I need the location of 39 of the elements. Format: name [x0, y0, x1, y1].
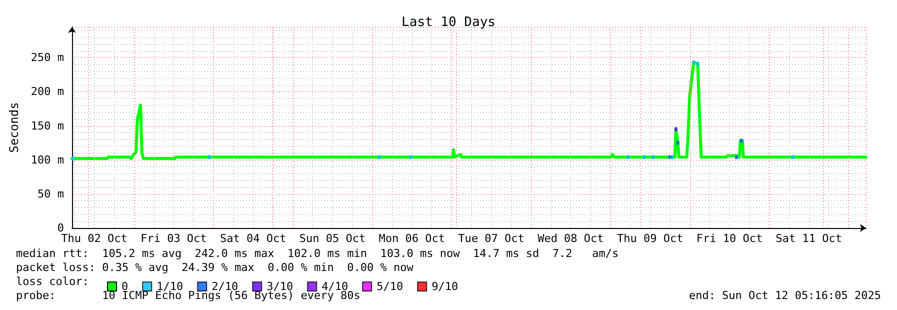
- chart-title: Last 10 Days: [402, 15, 496, 30]
- legend-label: 9/10: [432, 280, 458, 293]
- x-tick-label: Thu 09 Oct: [616, 232, 684, 245]
- y-tick-label: 50 m: [38, 187, 64, 200]
- line-series: [70, 60, 868, 160]
- y-tick-label: 150 m: [30, 119, 64, 132]
- point: [692, 60, 696, 64]
- point: [642, 155, 646, 160]
- point: [72, 156, 75, 160]
- x-tick-label: Mon 06 Oct: [378, 232, 445, 245]
- point: [696, 62, 700, 66]
- x-tick-label: Sat 04 Oct: [220, 232, 286, 245]
- legend-title: loss color:: [16, 275, 89, 288]
- x-tick-label: Sun 05 Oct: [299, 232, 366, 245]
- x-tick-label: Sat 11 Oct: [776, 232, 842, 245]
- point: [791, 155, 794, 160]
- text: packet loss: 0.35 % avg 24.39 % max 0.00 % min 0.00 % now: [16, 261, 414, 274]
- x-tick-label: Wed 08 Oct: [538, 232, 604, 245]
- point: [626, 155, 630, 160]
- point: [674, 127, 678, 132]
- point: [409, 155, 412, 160]
- x-tick-label: Tue 07 Oct: [458, 232, 524, 245]
- x-tick-label: Thu 02 Oct: [61, 232, 128, 245]
- y-tick-label: 250 m: [30, 51, 64, 64]
- y-tick-label: 200 m: [30, 85, 64, 98]
- y-tick-label: 100 m: [30, 153, 64, 166]
- y-axis-title: Seconds: [7, 102, 21, 153]
- text: end: Sun Oct 12 05:16:05 2025: [688, 289, 882, 302]
- point: [208, 155, 211, 160]
- point: [734, 155, 738, 160]
- legend-label: 5/10: [376, 280, 404, 293]
- x-tick-label: Fri 03 Oct: [140, 232, 207, 245]
- point: [378, 155, 381, 160]
- x-tick-label: Fri 10 Oct: [696, 232, 763, 245]
- point: [652, 155, 655, 160]
- text: median rtt: 105.2 ms avg 242.0 ms max 102.0 ms min 103.0 ms now 14.7 ms sd 7.2 am/s: [16, 247, 619, 260]
- y-tick-label: 0: [57, 222, 64, 234]
- point: [740, 138, 743, 143]
- point: [676, 140, 680, 145]
